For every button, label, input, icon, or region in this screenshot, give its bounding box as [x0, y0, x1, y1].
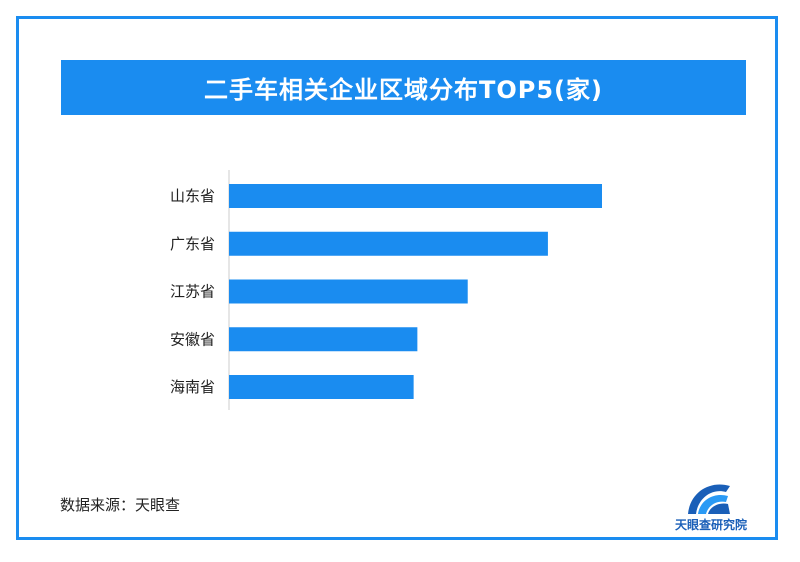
tianyancha-logo-icon: 天眼查研究院	[668, 474, 754, 536]
bar-0	[229, 184, 602, 208]
category-label-2: 江苏省	[170, 283, 215, 301]
category-label-0: 山东省	[170, 187, 215, 205]
data-source: 数据来源：天眼查	[60, 496, 181, 514]
bar-4	[229, 375, 414, 399]
bar-1	[229, 231, 548, 256]
bar-3	[229, 327, 418, 352]
chart-title: 二手车相关企业区域分布TOP5(家)	[61, 60, 746, 115]
category-label-4: 海南省	[170, 378, 215, 396]
logo-label: 天眼查研究院	[674, 518, 747, 532]
category-label-3: 安徽省	[170, 330, 215, 348]
category-label-1: 广东省	[170, 235, 215, 253]
bar-2	[229, 279, 468, 304]
